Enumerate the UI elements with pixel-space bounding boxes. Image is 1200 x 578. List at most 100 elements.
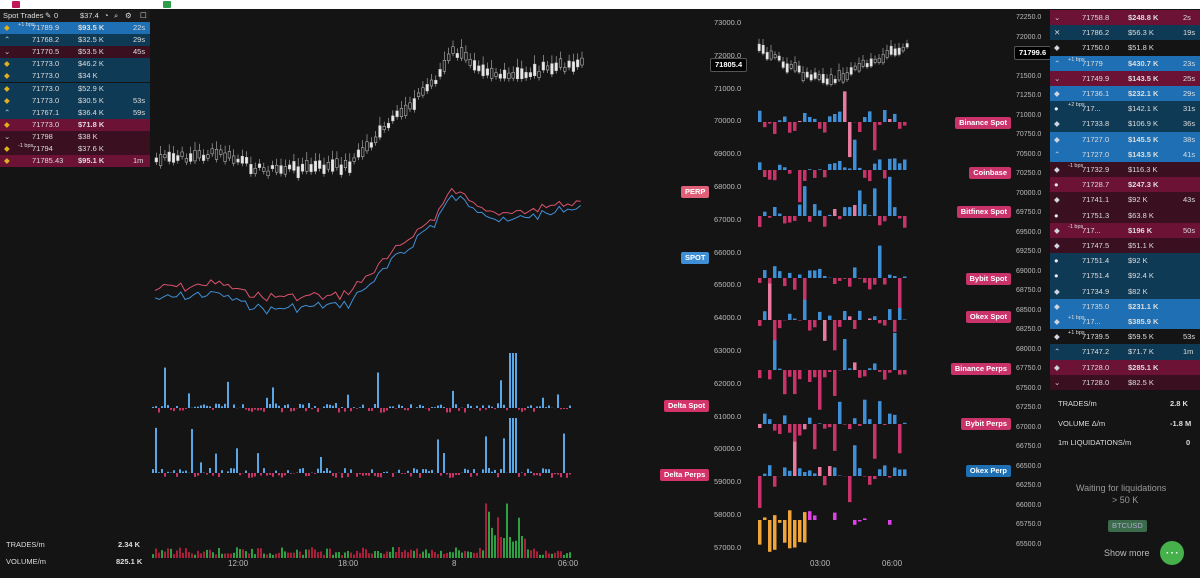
main-chart[interactable]: 12:00 18:00 8 06:00: [150, 10, 710, 568]
exchange-delta-bar: [778, 368, 782, 370]
trade-row[interactable]: ◆ 71750.0 $51.8 K: [1050, 40, 1200, 56]
trade-row[interactable]: ⌃ 71768.2 $32.5 K 29s: [0, 34, 150, 47]
delta-perps-bar: [152, 469, 154, 473]
mid-candle: [797, 65, 801, 73]
right-current-price-tag: 71799.6: [1014, 46, 1052, 60]
trade-row[interactable]: ⌄ 71728.0 $82.5 K: [1050, 374, 1200, 390]
delta-spot-bar: [233, 404, 235, 408]
exchange-delta-bar: [768, 122, 772, 124]
menu-fab-button[interactable]: ⋯: [1160, 541, 1184, 565]
price-tick: 65000.0: [714, 280, 742, 290]
delta-perps-label: Delta Perps: [660, 469, 710, 481]
trade-row[interactable]: ◆ +1 bps 71789.9 $93.5 K 22s: [0, 22, 150, 34]
close-icon[interactable]: ☐: [140, 11, 147, 20]
trade-row[interactable]: ◆ 71733.8 $106.9 K 36s: [1050, 116, 1200, 132]
trade-row[interactable]: ⌄ 71758.8 $248.8 K 2s: [1050, 10, 1200, 26]
delta-spot-bar: [488, 405, 490, 408]
delta-spot-bar: [341, 407, 343, 408]
liquidation-bar: [833, 512, 837, 520]
price-tick: 62000.0: [714, 378, 742, 388]
trade-row[interactable]: ◆ 71773.0 $52.9 K: [0, 82, 150, 95]
trade-row[interactable]: ● 71751.4 $92.4 K: [1050, 268, 1200, 284]
panel-title[interactable]: Spot Trades: [3, 11, 44, 20]
trade-row[interactable]: ● 71751.3 $63.8 K: [1050, 207, 1200, 223]
volume-bar: [368, 553, 370, 558]
delta-spot-bar: [383, 408, 385, 413]
delta-perps-bar: [227, 471, 229, 473]
trade-row[interactable]: ◆ 71741.1 $92 K 43s: [1050, 192, 1200, 208]
trade-row[interactable]: ⌃ 71747.2 $71.7 K 1m: [1050, 344, 1200, 360]
pair-button[interactable]: BTCUSD: [1108, 520, 1147, 532]
exchange-delta-bar: [833, 113, 837, 122]
exchange-delta-bar: [888, 274, 892, 278]
trade-row[interactable]: ◆ 71727.0 $145.5 K 38s: [1050, 131, 1200, 147]
trade-row[interactable]: ◆ +1 bps 71739.5 $59.5 K 53s: [1050, 329, 1200, 345]
trade-row[interactable]: ● 71751.4 $92 K: [1050, 253, 1200, 269]
volume-bar: [389, 551, 391, 558]
trade-row[interactable]: ◆ -1 bps 71732.9 $116.3 K: [1050, 162, 1200, 178]
trade-row[interactable]: ◆ 71773.0 $34 K: [0, 70, 150, 83]
trade-row[interactable]: ⌃ +1 bps 71779 $430.7 K 23s: [1050, 55, 1200, 71]
diamond-icon: ◆: [1054, 165, 1060, 174]
delta-perps-bar: [251, 473, 253, 478]
settings-icon[interactable]: ⚙: [125, 11, 132, 20]
trade-row[interactable]: ◆ 71747.5 $51.1 K: [1050, 238, 1200, 254]
trade-row[interactable]: ◆ 71773.0 $30.5 K 53s: [0, 94, 150, 107]
right-price-tick: 68000.0: [1016, 345, 1042, 353]
trade-row[interactable]: ⌄ 71749.9 $143.5 K 25s: [1050, 70, 1200, 86]
volume-bar: [494, 535, 496, 558]
mid-candle: [757, 43, 761, 51]
exchange-delta-chart[interactable]: 03:00 06:00: [750, 10, 915, 568]
delta-spot-bar: [422, 405, 424, 408]
trade-row[interactable]: ◆ 71785.43 $95.1 K 1m: [0, 155, 150, 168]
edit-icon[interactable]: ✎: [45, 11, 52, 20]
trade-price: 71747.5: [1082, 241, 1110, 250]
delta-spot-bar: [542, 397, 544, 408]
volume-bar: [230, 553, 232, 558]
exchange-delta-bar: [813, 118, 817, 122]
trade-row[interactable]: ◆ 71728.0 $285.1 K: [1050, 359, 1200, 375]
trade-row[interactable]: ⌃ 71767.1 $36.4 K 59s: [0, 106, 150, 119]
trade-row[interactable]: ✕ 71786.2 $56.3 K 19s: [1050, 25, 1200, 41]
candle: [232, 155, 236, 164]
trade-row[interactable]: ◆ -1 bps 717... $196 K 50s: [1050, 222, 1200, 238]
exchange-delta-bar: [893, 332, 897, 370]
delta-perps-bar: [221, 470, 223, 473]
trade-age: 45s: [133, 47, 146, 57]
trade-row[interactable]: ⌃ 71727.0 $143.5 K 41s: [1050, 146, 1200, 162]
exchange-delta-bar: [853, 320, 857, 329]
trade-row[interactable]: ● 71728.7 $247.3 K: [1050, 177, 1200, 193]
trade-row[interactable]: ◆ 71736.1 $232.1 K 29s: [1050, 86, 1200, 102]
trade-price: 71767.1: [32, 107, 60, 117]
delta-perps-bar: [215, 453, 217, 473]
mid-candle: [881, 54, 885, 64]
volume-bar: [479, 547, 481, 558]
trade-row[interactable]: ◆ 71735.0 $231.1 K: [1050, 298, 1200, 314]
search-icon[interactable]: ⌕: [114, 11, 119, 20]
exchange-delta-bar: [803, 112, 807, 122]
volume-bar: [440, 550, 442, 558]
trade-row[interactable]: ● +2 bps 717... $142.1 K 31s: [1050, 101, 1200, 117]
trade-amount: $53.5 K: [78, 47, 104, 57]
gauge-icon[interactable]: ◔: [104, 11, 109, 20]
trade-row[interactable]: ◆ 71773.0 $46.2 K: [0, 58, 150, 71]
trade-price: 71728.0: [1082, 362, 1110, 372]
trade-row[interactable]: ◆ 71773.0 $71.8 K: [0, 118, 150, 131]
volume-bar: [488, 511, 490, 558]
volume-bar: [317, 552, 319, 558]
trade-row[interactable]: ◆ +1 bps 717... $385.9 K: [1050, 314, 1200, 330]
trade-age: 29s: [1183, 89, 1196, 98]
show-more-link[interactable]: Show more: [1104, 548, 1150, 558]
trade-bps: -1 bps: [1068, 223, 1084, 230]
trade-row[interactable]: ◆ 71734.9 $82 K: [1050, 283, 1200, 299]
volume-bar: [242, 549, 244, 558]
exchange-delta-bar: [823, 275, 827, 278]
volume-bar: [293, 552, 295, 558]
trade-row[interactable]: ⌄ 71770.5 $53.5 K 45s: [0, 46, 150, 59]
trade-row[interactable]: ⌄ 71798 $38 K: [0, 130, 150, 143]
exchange-label: Binance Spot: [955, 117, 1011, 129]
delta-spot-bar: [218, 403, 220, 408]
exchange-delta-bar: [813, 370, 817, 378]
trade-row[interactable]: ◆ -1 bps 71794 $37.6 K: [0, 143, 150, 155]
trade-bps: +2 bps: [1068, 102, 1085, 109]
